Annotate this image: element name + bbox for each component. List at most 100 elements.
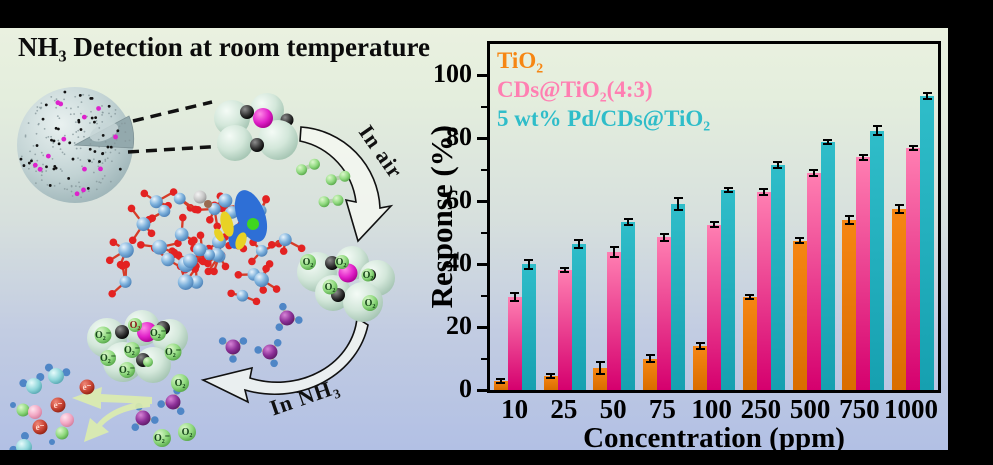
error-bar-cap — [894, 211, 904, 214]
svg-text:e⁻: e⁻ — [54, 400, 63, 410]
y-tick-label: 80 — [446, 122, 472, 152]
bar — [621, 217, 636, 390]
crystal-lattice — [105, 188, 306, 306]
error-bar-cap — [809, 175, 819, 178]
o2-label: O₂ — [175, 378, 186, 389]
bar — [671, 197, 686, 390]
error-bar — [663, 233, 666, 242]
error-bar — [876, 126, 879, 135]
error-bar-cap — [524, 267, 534, 270]
error-bar — [898, 205, 901, 213]
x-tick-label: 1000 — [884, 394, 938, 424]
legend-item: CDs@TiO₂(4:3) — [497, 77, 653, 102]
error-bar-cap — [922, 98, 932, 101]
error-bar-cap — [773, 160, 783, 163]
x-axis: 10 25 50 75 100 250 500 750 1000 — [490, 394, 938, 425]
error-bar-cap — [560, 267, 570, 270]
error-bar — [499, 378, 502, 383]
error-bar-cap — [709, 221, 719, 224]
nanoparticle-sphere — [17, 87, 135, 203]
error-bar-cap — [723, 187, 733, 190]
error-bar-cap — [858, 158, 868, 161]
x-tick-label: 25 — [550, 394, 578, 424]
electron: e⁻ — [50, 397, 66, 413]
error-bar-cap — [496, 381, 506, 384]
callout-dashed-lines — [127, 100, 225, 154]
bar — [906, 144, 921, 390]
error-bar-cap — [745, 298, 755, 301]
bar — [721, 187, 736, 390]
y-tick-label: 100 — [433, 59, 472, 89]
bar — [806, 168, 821, 390]
error-bar-cap — [595, 372, 605, 375]
bar — [493, 377, 508, 390]
y-tick-minor — [481, 231, 487, 235]
error-bar-cap — [759, 187, 769, 190]
y-tick-major — [477, 263, 487, 266]
o2-minus-label: O₂⁻ — [165, 347, 181, 358]
error-bar — [527, 259, 530, 269]
error-bar-cap — [773, 167, 783, 170]
bar-group — [838, 44, 888, 390]
plot-area — [487, 41, 941, 393]
error-bar-cap — [673, 197, 683, 200]
error-bar-cap — [709, 226, 719, 229]
o2-minus-label: O₂⁻ — [150, 328, 166, 339]
electron: e⁻ — [79, 379, 95, 395]
y-tick-major — [477, 326, 487, 329]
svg-text:e⁻: e⁻ — [83, 382, 92, 392]
error-bar — [613, 246, 616, 257]
error-bar — [549, 373, 552, 379]
bar — [792, 237, 807, 390]
error-bar — [862, 154, 865, 160]
y-tick-major — [477, 389, 487, 392]
error-bar-cap — [745, 294, 755, 297]
error-bar — [926, 92, 929, 100]
bar-group — [689, 44, 739, 390]
y-tick-label: 0 — [459, 374, 472, 403]
error-bar-cap — [872, 125, 882, 128]
error-bar-cap — [510, 292, 520, 295]
error-bar-cap — [723, 191, 733, 194]
bar — [657, 232, 672, 390]
error-bar — [599, 362, 602, 374]
error-bar — [627, 218, 630, 225]
o2-minus-label: O₂⁻ — [124, 345, 140, 356]
free-oxygen-species: O₂ O₂⁻ O₂ — [153, 374, 196, 447]
electron: e⁻ — [32, 419, 48, 435]
figure-background: NH₃ Detection at room temperature — [0, 28, 948, 454]
adsorbed-oxygen-cluster: O₂ O₂ O₂ O₂ O₂ — [297, 246, 395, 322]
bar — [571, 238, 586, 390]
oxygen-molecules — [296, 158, 351, 208]
legend-item: TiO₂ — [497, 48, 544, 73]
bar-group — [888, 44, 938, 390]
error-bar-cap — [524, 258, 534, 261]
error-bar-cap — [922, 91, 932, 94]
error-bar-cap — [574, 246, 584, 249]
y-tick-minor — [481, 105, 487, 109]
page-title: NH₃ Detection at room temperature — [18, 32, 430, 62]
y-tick-major — [477, 74, 487, 77]
error-bar — [748, 295, 751, 300]
x-tick-label: 10 — [501, 394, 529, 424]
bar-group — [789, 44, 839, 390]
error-bar — [776, 161, 779, 169]
error-bar-cap — [908, 144, 918, 147]
x-tick-label: 250 — [740, 394, 782, 424]
bar — [756, 187, 771, 390]
error-bar-cap — [844, 222, 854, 225]
mechanism-diagram: In air In NH₃ — [9, 87, 408, 450]
bar — [892, 204, 907, 390]
error-bar-cap — [858, 153, 868, 156]
bar — [693, 341, 708, 390]
reaction-products: e⁻ e⁻ e⁻ — [9, 363, 95, 450]
bar — [543, 372, 558, 390]
o2-label: O₂ — [336, 257, 347, 268]
error-bar-cap — [546, 377, 556, 380]
error-bar-cap — [659, 240, 669, 243]
error-bar-cap — [759, 193, 769, 196]
error-bar — [727, 188, 730, 193]
bar — [557, 267, 572, 390]
error-bar-cap — [673, 209, 683, 212]
